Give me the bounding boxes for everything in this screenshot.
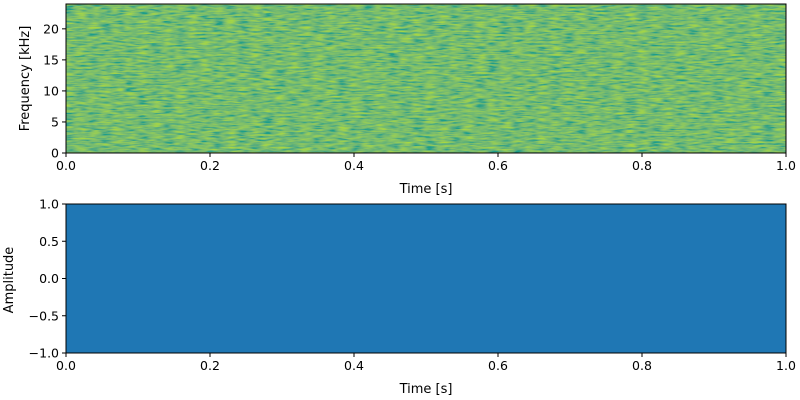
waveform-x-tick-label: 0.0 [56, 358, 76, 373]
spectrogram-x-tick-label: 0.0 [56, 158, 76, 173]
spectrogram-y-tick-label: 20 [43, 21, 59, 36]
spectrogram-x-tick-label: 0.8 [632, 158, 652, 173]
waveform-x-tick-label: 0.2 [200, 358, 220, 373]
spectrogram-x-tick-label: 0.2 [200, 158, 220, 173]
waveform-x-tick-label: 0.8 [632, 358, 652, 373]
waveform-x-ticks: 0.0 0.2 0.4 0.6 0.8 1.0 [56, 353, 796, 373]
spectrogram-x-tick-label: 1.0 [776, 158, 796, 173]
spectrogram-panel: 0.0 0.2 0.4 0.6 0.8 1.0 0 5 10 15 20 Time [s] Fre… [18, 3, 796, 197]
spectrogram-y-tick-label: 15 [43, 52, 59, 67]
waveform-y-tick-label: −0.5 [29, 308, 59, 323]
waveform-y-ticks: 1.0 0.5 0.0 −0.5 −1.0 [29, 197, 66, 361]
spectrogram-x-tick-label: 0.6 [488, 158, 508, 173]
waveform-x-label: Time [s] [399, 382, 453, 397]
spectrogram-y-tick-label: 10 [43, 83, 59, 98]
waveform-y-tick-label: 1.0 [39, 197, 59, 212]
waveform-x-tick-label: 0.4 [344, 358, 364, 373]
spectrogram-image [66, 4, 786, 153]
waveform-y-label: Amplitude [2, 247, 17, 314]
spectrogram-x-label: Time [s] [399, 182, 453, 197]
spectrogram-y-ticks: 0 5 10 15 20 [43, 21, 66, 161]
waveform-x-tick-label: 1.0 [776, 358, 796, 373]
spectrogram-y-tick-label: 0 [51, 146, 59, 161]
waveform-y-tick-label: 0.5 [39, 234, 59, 249]
spectrogram-x-ticks: 0.0 0.2 0.4 0.6 0.8 1.0 [56, 153, 796, 173]
spectrogram-frame [65, 3, 787, 154]
spectrogram-x-tick-label: 0.4 [344, 158, 364, 173]
waveform-x-tick-label: 0.6 [488, 358, 508, 373]
waveform-fill [66, 204, 786, 353]
spectrogram-y-tick-label: 5 [51, 114, 59, 129]
waveform-y-tick-label: 0.0 [39, 271, 59, 286]
waveform-y-tick-label: −1.0 [29, 346, 59, 361]
spectrogram-y-label: Frequency [kHz] [18, 26, 33, 132]
waveform-panel: 0.0 0.2 0.4 0.6 0.8 1.0 1.0 0.5 0.0 −0.5 −1.0 Tim… [2, 197, 796, 398]
